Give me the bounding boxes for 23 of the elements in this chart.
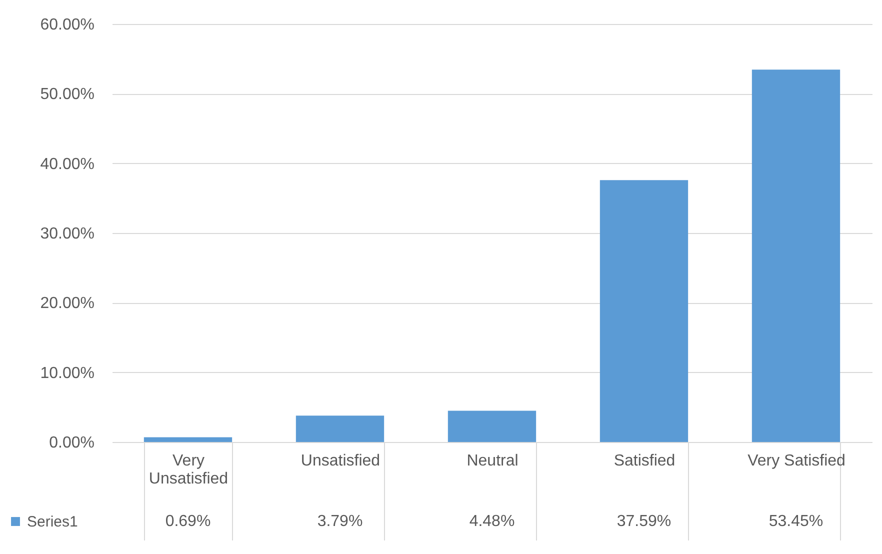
data-label: 37.59%: [616, 513, 672, 530]
y-tick-label: 10.00%: [40, 364, 94, 382]
bar: [144, 437, 232, 442]
data-label: 53.45%: [768, 513, 824, 530]
y-tick-label: 40.00%: [40, 156, 94, 173]
y-tick-label: 20.00%: [40, 295, 94, 312]
data-label: 3.79%: [317, 513, 363, 530]
x-tick-label: Very Unsatisfied: [148, 452, 228, 488]
y-tick-label: 30.00%: [40, 226, 94, 242]
data-label: 0.69%: [165, 513, 211, 530]
bar: [600, 180, 688, 442]
x-tick-label: Neutral: [466, 452, 518, 470]
y-tick-label: 0.00%: [49, 434, 94, 452]
y-tick-label: 50.00%: [40, 86, 94, 104]
bar: [752, 70, 840, 442]
bar: [448, 410, 536, 442]
data-label: 4.48%: [469, 513, 515, 530]
bar: [296, 416, 384, 442]
x-tick-label: Very Satisfied: [748, 452, 846, 470]
y-tick-label: 60.00%: [40, 16, 94, 34]
x-tick-label: Satisfied: [614, 452, 676, 470]
x-tick-label: Unsatisfied: [300, 452, 380, 470]
legend-label: Series1: [27, 514, 78, 530]
